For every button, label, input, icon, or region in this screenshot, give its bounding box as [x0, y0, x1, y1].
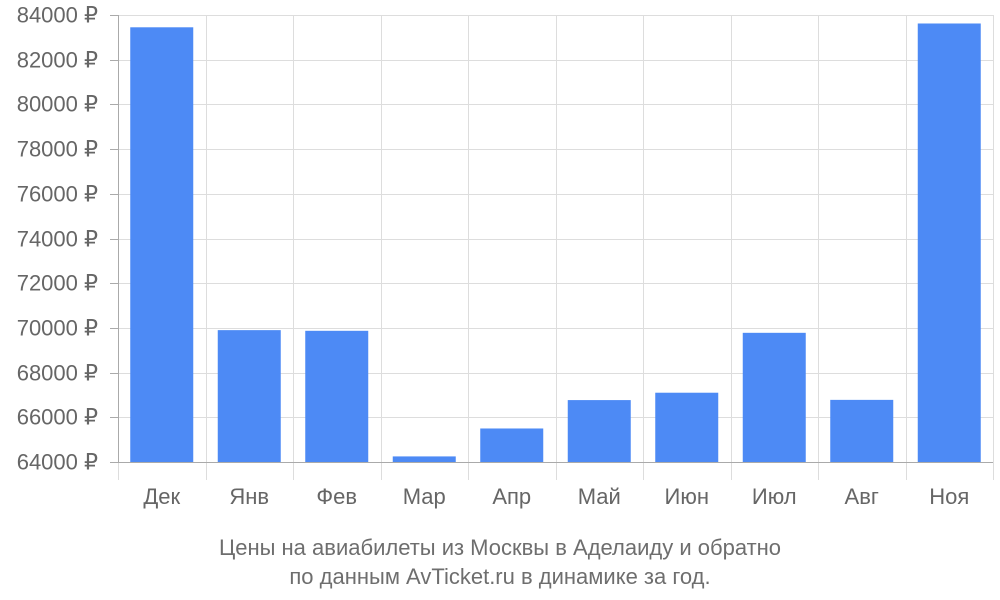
x-tick-label: Июл — [752, 484, 797, 509]
bar-5 — [480, 428, 544, 462]
y-tick-label: 78000 ₽ — [17, 137, 98, 162]
x-tick-label: Апр — [492, 484, 531, 509]
chart-caption-line-1: Цены на авиабилеты из Москвы в Аделаиду … — [218, 535, 782, 560]
x-tick-labels: Дек Янв Фев Мар Апр Май Июн Июл Авг Ноя — [143, 484, 969, 509]
y-tick-label: 80000 ₽ — [17, 92, 98, 117]
y-tick-label: 70000 ₽ — [17, 316, 98, 341]
bar-6 — [567, 400, 631, 462]
bar-1 — [130, 27, 194, 462]
y-tick-label: 72000 ₽ — [17, 271, 98, 296]
x-tick-label: Май — [578, 484, 621, 509]
y-tick-label: 76000 ₽ — [17, 182, 98, 207]
bar-3 — [305, 330, 369, 462]
x-tick-label: Фев — [316, 484, 357, 509]
y-tick-labels: 64000 ₽ 66000 ₽ 68000 ₽ 70000 ₽ 72000 ₽ 74000… — [17, 3, 98, 475]
x-tick-label: Ноя — [929, 484, 969, 509]
x-tick-label: Мар — [403, 484, 446, 509]
x-tick-label: Дек — [143, 484, 180, 509]
bars — [130, 23, 981, 462]
bar-2 — [217, 330, 281, 462]
chart-caption-line-2: по данным AvTicket.ru в динамике за год. — [289, 564, 711, 589]
bar-10 — [917, 23, 981, 462]
bar-9 — [830, 399, 894, 462]
x-tick-label: Июн — [665, 484, 709, 509]
x-tick-label: Янв — [229, 484, 269, 509]
bar-7 — [655, 392, 719, 462]
bar-4 — [392, 456, 456, 462]
bar-8 — [742, 332, 806, 462]
y-tick-label: 74000 ₽ — [17, 227, 98, 252]
x-tick-label: Авг — [845, 484, 879, 509]
y-tick-label: 82000 ₽ — [17, 48, 98, 73]
y-tick-label: 66000 ₽ — [17, 405, 98, 430]
y-tick-label: 68000 ₽ — [17, 361, 98, 386]
bar-chart: 64000 ₽ 66000 ₽ 68000 ₽ 70000 ₽ 72000 ₽ 74000… — [17, 3, 994, 509]
y-tick-label: 84000 ₽ — [17, 3, 98, 28]
axes — [110, 15, 993, 463]
y-tick-label: 64000 ₽ — [17, 450, 98, 475]
